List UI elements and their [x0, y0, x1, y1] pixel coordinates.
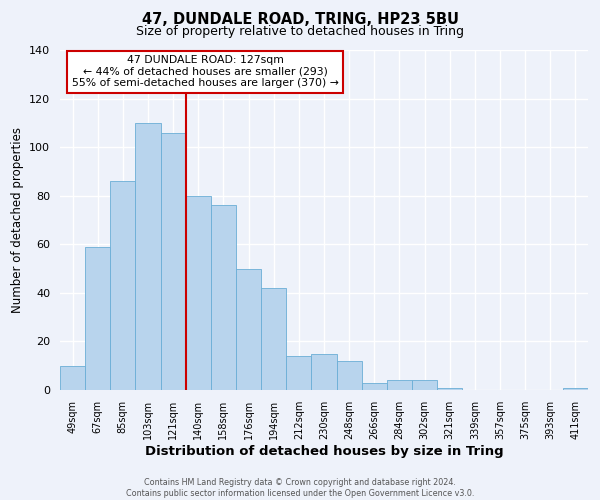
Text: Contains HM Land Registry data © Crown copyright and database right 2024.
Contai: Contains HM Land Registry data © Crown c… [126, 478, 474, 498]
Y-axis label: Number of detached properties: Number of detached properties [11, 127, 23, 313]
Bar [136, 123, 161, 390]
Bar [311, 354, 337, 390]
Bar [412, 380, 437, 390]
Bar [362, 382, 387, 390]
Bar [211, 206, 236, 390]
Text: Size of property relative to detached houses in Tring: Size of property relative to detached ho… [136, 25, 464, 38]
Bar [110, 181, 136, 390]
Bar [286, 356, 311, 390]
Bar [387, 380, 412, 390]
Bar [437, 388, 462, 390]
Bar [186, 196, 211, 390]
Bar [261, 288, 286, 390]
Bar [337, 361, 362, 390]
Bar [236, 268, 261, 390]
Text: 47, DUNDALE ROAD, TRING, HP23 5BU: 47, DUNDALE ROAD, TRING, HP23 5BU [142, 12, 458, 28]
Bar [563, 388, 588, 390]
X-axis label: Distribution of detached houses by size in Tring: Distribution of detached houses by size … [145, 444, 503, 458]
Bar [60, 366, 85, 390]
Text: 47 DUNDALE ROAD: 127sqm
← 44% of detached houses are smaller (293)
55% of semi-d: 47 DUNDALE ROAD: 127sqm ← 44% of detache… [72, 55, 338, 88]
Bar [161, 132, 186, 390]
Bar [85, 246, 110, 390]
